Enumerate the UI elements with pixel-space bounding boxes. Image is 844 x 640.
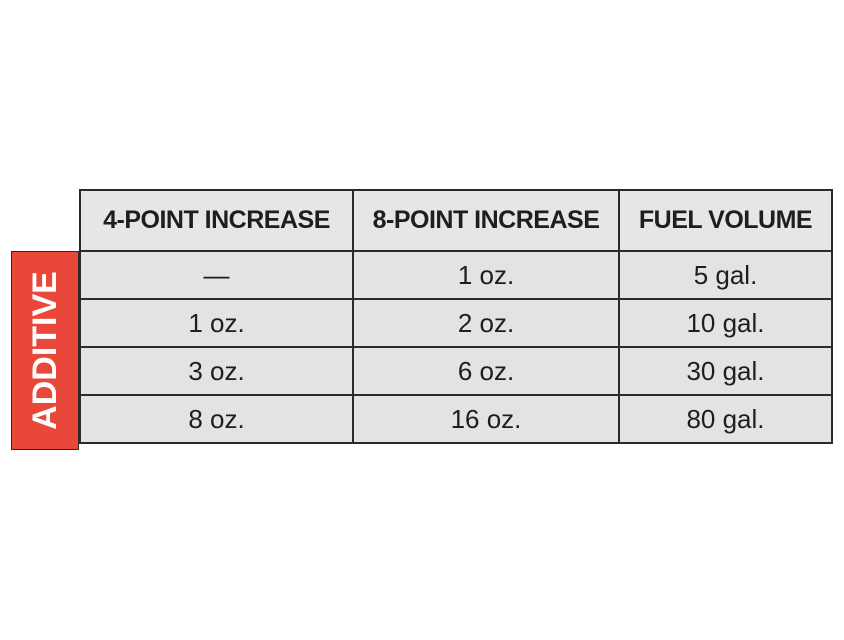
cell-4-point: 3 oz. (79, 346, 354, 396)
dosage-table: 4-POINT INCREASE 8-POINT INCREASE FUEL V… (79, 189, 833, 444)
table-row: 8 oz. 16 oz. 80 gal. (79, 394, 833, 444)
header-fuel-volume: FUEL VOLUME (618, 189, 833, 252)
cell-8-point: 1 oz. (352, 250, 620, 300)
additive-label-text: ADDITIVE (25, 271, 64, 430)
cell-8-point: 16 oz. (352, 394, 620, 444)
cell-4-point: 1 oz. (79, 298, 354, 348)
table-row: 1 oz. 2 oz. 10 gal. (79, 298, 833, 348)
cell-fuel-volume: 30 gal. (618, 346, 833, 396)
cell-4-point: 8 oz. (79, 394, 354, 444)
table-row: — 1 oz. 5 gal. (79, 250, 833, 300)
table-row: 3 oz. 6 oz. 30 gal. (79, 346, 833, 396)
additive-side-label: ADDITIVE (11, 251, 79, 450)
cell-4-point: — (79, 250, 354, 300)
header-row: 4-POINT INCREASE 8-POINT INCREASE FUEL V… (79, 189, 833, 252)
cell-fuel-volume: 80 gal. (618, 394, 833, 444)
header-8-point-increase: 8-POINT INCREASE (352, 189, 620, 252)
cell-8-point: 6 oz. (352, 346, 620, 396)
cell-8-point: 2 oz. (352, 298, 620, 348)
header-4-point-increase: 4-POINT INCREASE (79, 189, 354, 252)
cell-fuel-volume: 5 gal. (618, 250, 833, 300)
cell-fuel-volume: 10 gal. (618, 298, 833, 348)
